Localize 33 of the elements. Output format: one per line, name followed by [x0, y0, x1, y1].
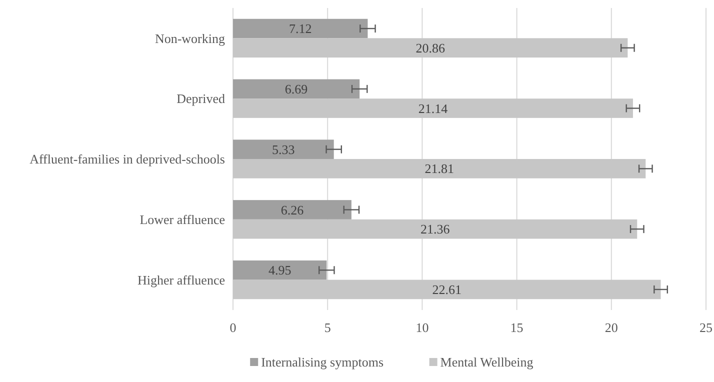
bar	[233, 260, 327, 280]
legend-label: Internalising symptoms	[261, 354, 384, 370]
data-label: 6.69	[284, 81, 308, 96]
data-label: 21.81	[424, 161, 454, 176]
legend-label: Mental Wellbeing	[440, 354, 534, 370]
y-tick-label: Higher affluence	[138, 272, 226, 288]
data-label: 4.95	[268, 262, 292, 278]
data-label: 20.86	[416, 40, 446, 56]
x-tick-label: 0	[230, 320, 236, 335]
bar	[233, 200, 352, 220]
bar	[233, 159, 646, 178]
y-tick-label: Affluent-families in deprived-schools	[30, 152, 225, 167]
data-label: 6.26	[280, 202, 304, 218]
data-label: 22.61	[432, 282, 462, 298]
y-tick-label: Deprived	[176, 91, 226, 106]
x-tick-label: 25	[700, 320, 712, 335]
data-label: 7.12	[288, 21, 312, 36]
data-label: 21.36	[420, 222, 450, 237]
bar	[233, 140, 334, 159]
data-label: 5.33	[272, 142, 295, 157]
x-tick-label: 20	[604, 320, 618, 335]
y-tick-label: Non-working	[154, 30, 226, 46]
bar	[233, 280, 661, 300]
bar	[233, 18, 368, 38]
y-tick-label: Lower affluence	[140, 212, 226, 227]
data-label: 21.14	[418, 100, 448, 116]
bar	[233, 219, 638, 239]
x-tick-label: 5	[324, 320, 331, 335]
bar	[233, 98, 633, 118]
x-tick-label: 15	[510, 320, 524, 335]
bar	[233, 79, 360, 99]
x-tick-label: 10	[416, 320, 429, 335]
bar	[233, 38, 628, 58]
